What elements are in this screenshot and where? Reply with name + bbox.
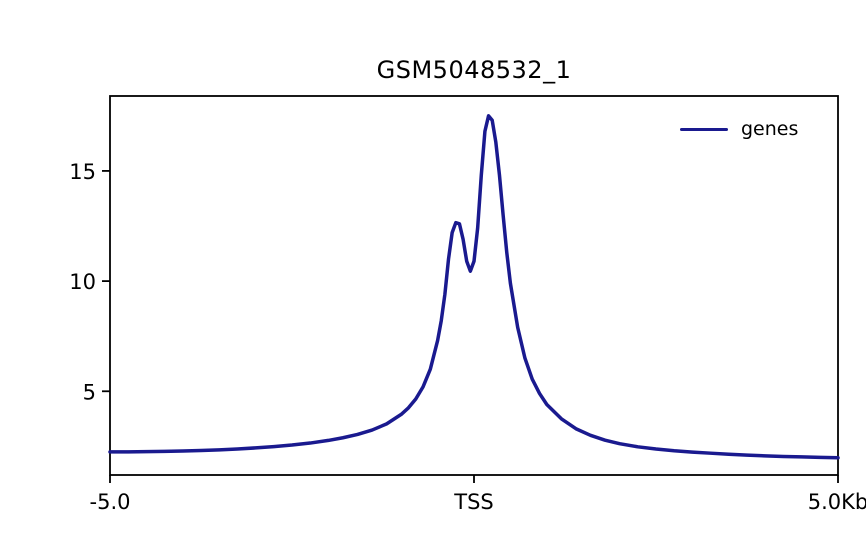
chart-title: GSM5048532_1 (376, 56, 572, 84)
legend-line-swatch (680, 127, 728, 131)
genes-profile-line (108, 114, 840, 460)
legend: genes (680, 118, 798, 140)
y-tick-label: 15 (69, 160, 96, 184)
x-tick-label: -5.0 (90, 490, 131, 514)
y-tick-label: 5 (83, 380, 96, 404)
x-tick-label: 5.0Kb (808, 490, 866, 514)
legend-label: genes (741, 118, 799, 140)
y-tick-label: 10 (69, 270, 96, 294)
axes-spines (109, 95, 839, 476)
x-tick-label: TSS (453, 490, 494, 514)
